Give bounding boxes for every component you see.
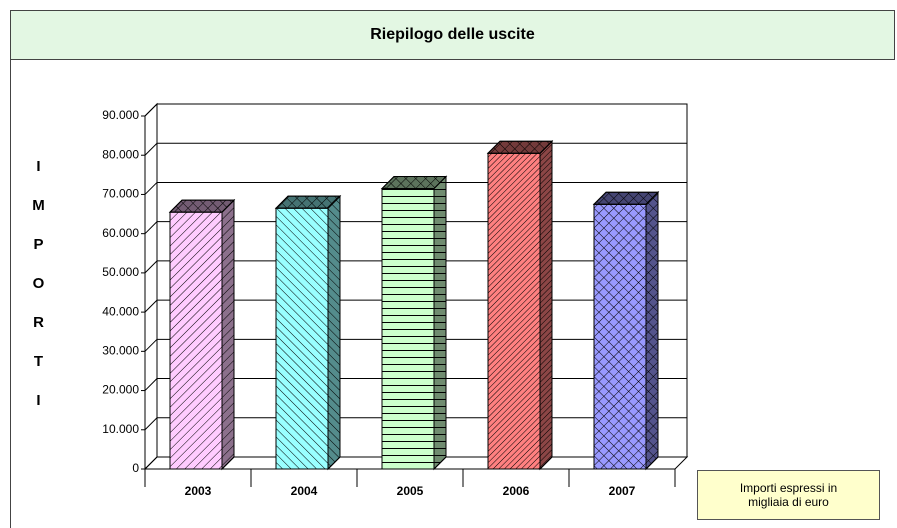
bar xyxy=(380,175,448,471)
x-tick-label: 2006 xyxy=(503,484,530,498)
y-tick-label: 80.000 xyxy=(102,147,139,161)
bar-front-pattern xyxy=(275,207,329,470)
bar xyxy=(486,140,554,471)
x-tick-label: 2005 xyxy=(397,484,424,498)
bar-front-pattern xyxy=(169,211,223,470)
y-tick-label: 50.000 xyxy=(102,265,139,279)
y-tick-label: 70.000 xyxy=(102,187,139,201)
y-axis-title: IMPORTI xyxy=(30,158,47,431)
bar-front-pattern xyxy=(487,152,541,470)
bar xyxy=(274,194,342,471)
bar-top-pattern xyxy=(168,199,236,213)
y-tick-label: 40.000 xyxy=(102,304,139,318)
y-tick-label: 10.000 xyxy=(102,422,139,436)
note: Importi espressi in migliaia di euro xyxy=(697,470,880,520)
bar-top-pattern xyxy=(592,191,660,205)
bar xyxy=(168,198,236,471)
chart-title: Riepilogo delle uscite xyxy=(10,10,895,60)
y-tick-label: 60.000 xyxy=(102,226,139,240)
bar-front-pattern xyxy=(593,203,647,470)
bar-side-pattern xyxy=(433,175,447,471)
bar-front-pattern xyxy=(381,188,435,470)
y-tick-label: 0 xyxy=(132,461,139,475)
bar-side-pattern xyxy=(539,140,553,471)
grid-line xyxy=(144,103,687,117)
bar-top-pattern xyxy=(274,195,342,209)
y-tick-label: 20.000 xyxy=(102,383,139,397)
bar-side-pattern xyxy=(645,191,659,471)
bar-side-pattern xyxy=(327,194,341,471)
bar-side-pattern xyxy=(221,198,235,471)
x-tick-label: 2004 xyxy=(291,484,318,498)
y-tick-label: 90.000 xyxy=(102,108,139,122)
bar-top-pattern xyxy=(380,176,448,190)
frame-line xyxy=(10,60,11,528)
x-tick-label: 2007 xyxy=(609,484,636,498)
side-wall xyxy=(144,102,158,471)
x-tick-label: 2003 xyxy=(185,484,212,498)
y-tick-label: 30.000 xyxy=(102,344,139,358)
bar-top-pattern xyxy=(486,140,554,154)
bar xyxy=(592,191,660,471)
